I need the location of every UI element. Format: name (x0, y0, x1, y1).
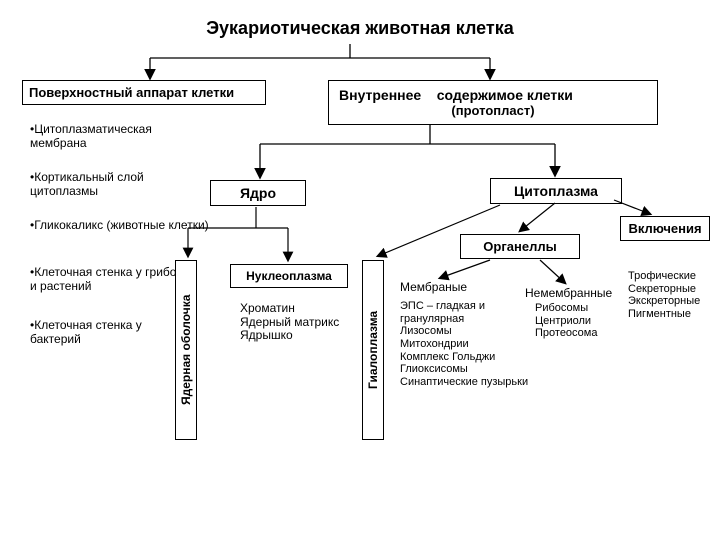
surface-title-box: Поверхностный аппарат клетки (22, 80, 266, 105)
inclusions-box: Включения (620, 216, 710, 241)
diagram-title: Эукариотическая животная клетка (0, 18, 720, 39)
nuclear-envelope-label: Ядерная оболочка (175, 260, 197, 440)
surface-item-3: •Клеточная стенка у грибов и растений (30, 265, 190, 293)
memb-3: Комплекс Гольджи (400, 351, 530, 364)
memb-2: Митохондрии (400, 338, 530, 351)
surface-title: Поверхностный аппарат клетки (29, 85, 234, 100)
nucleus-c0: Хроматин (240, 302, 350, 316)
interior-title1: Внутреннее (339, 87, 421, 103)
incl-2: Экскреторные (628, 295, 718, 308)
surface-item-0: •Цитоплазматическая мембрана (30, 122, 210, 150)
interior-subtitle: (протопласт) (451, 103, 534, 118)
interior-title2: содержимое клетки (437, 87, 573, 103)
cytoplasm-box: Цитоплазма (490, 178, 622, 204)
nonmemb-1: Центриоли (535, 315, 635, 328)
surface-item-4: •Клеточная стенка у бактерий (30, 318, 190, 346)
interior-box: Внутреннее содержимое клетки (протопласт… (328, 80, 658, 125)
memb-4: Глиоксисомы (400, 363, 530, 376)
memb-5: Синаптические пузырьки (400, 376, 530, 389)
nonmemb-title: Немембранные (525, 286, 635, 300)
inclusions-list: Трофические Секреторные Экскреторные Пиг… (628, 268, 718, 321)
nonmemb-2: Протеосома (535, 327, 635, 340)
memb-1: Лизосомы (400, 325, 530, 338)
incl-0: Трофические (628, 270, 718, 283)
nucleus-c2: Ядрышко (240, 329, 350, 343)
membranous: Мембраные ЭПС – гладкая и гранулярная Ли… (400, 280, 530, 388)
incl-1: Секреторные (628, 283, 718, 296)
organelles-box: Органеллы (460, 234, 580, 259)
surface-item-2: •Гликокаликс (животные клетки) (30, 218, 210, 232)
nucleoplasm-box: Нуклеоплазма (230, 264, 348, 288)
surface-item-1: •Кортикальный слой цитоплазмы (30, 170, 210, 198)
nucleus-box: Ядро (210, 180, 306, 206)
nonmemb-0: Рибосомы (535, 302, 635, 315)
hyaloplasm-label: Гиалоплазма (362, 260, 384, 440)
incl-3: Пигментные (628, 308, 718, 321)
memb-0: ЭПС – гладкая и гранулярная (400, 300, 530, 325)
nonmembranous: Немембранные Рибосомы Центриоли Протеосо… (525, 286, 635, 340)
membranous-title: Мембраные (400, 280, 530, 294)
nucleus-contents: Хроматин Ядерный матрикс Ядрышко (240, 300, 350, 340)
